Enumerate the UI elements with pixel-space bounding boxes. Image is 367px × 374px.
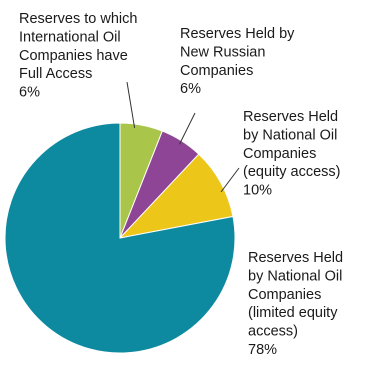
pie-slice (118, 153, 234, 239)
slice-percent-label: 6% (180, 81, 201, 97)
slice-label-line: by National Oil (248, 268, 342, 284)
slice-label-line: Reserves to which (19, 11, 137, 27)
pie-slices (4, 122, 236, 354)
leader-line (179, 112, 196, 145)
slice-label: Reserves Held by National Oil Companies (eq… (243, 109, 341, 199)
slice-percent-label: 78% (248, 342, 277, 358)
slice-label-line: Companies (243, 146, 316, 162)
slice-label-line: Full Access (19, 66, 92, 82)
slice-label-line: Reserves Held by (180, 26, 295, 42)
slice-label-line: Companies have (19, 48, 128, 64)
pie-slice (4, 122, 236, 354)
slice-label-line: (limited equity (248, 305, 338, 321)
slice-label-line: by National Oil (243, 127, 337, 143)
leader-line (126, 81, 136, 129)
slice-label-line: Reserves Held (248, 250, 343, 266)
slice-label-line: Companies (180, 63, 253, 79)
slice-label-line: (equity access) (243, 164, 341, 180)
slice-label: Reserves Held by National Oil Companies (li… (248, 250, 343, 358)
leader-line (220, 167, 240, 193)
slice-label-line: New Russian (180, 44, 265, 60)
slice-label-line: Reserves Held (243, 109, 338, 125)
slice-labels: Reserves Held by National Oil Companies (li… (19, 11, 343, 358)
slice-label-line: Companies (248, 287, 321, 303)
slice-label-line: access) (248, 324, 298, 340)
slice-percent-label: 6% (19, 85, 40, 101)
slice-label: Reserves to which International Oil Compan… (19, 11, 137, 101)
leader-lines (126, 81, 240, 193)
slice-label-line: International Oil (19, 29, 121, 45)
slice-percent-label: 10% (243, 183, 272, 199)
slice-label: Reserves Held by New Russian Companies 6% (180, 26, 295, 97)
